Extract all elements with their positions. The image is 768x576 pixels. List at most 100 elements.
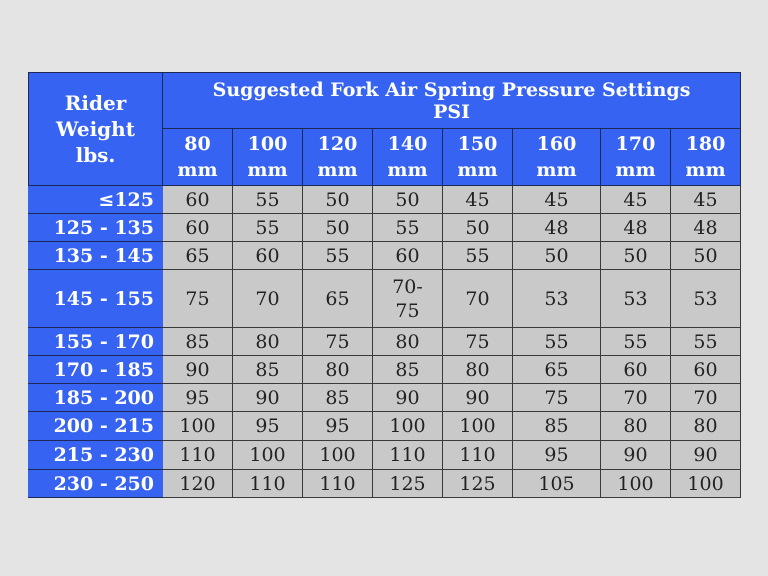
pressure-cell: 60 — [232, 241, 303, 270]
rider-weight-label: 170 - 185 — [28, 355, 163, 384]
pressure-cell: 90 — [232, 383, 303, 412]
pressure-cell: 55 — [232, 185, 303, 214]
pressure-cell: 60 — [162, 213, 233, 242]
rider-weight-label: 230 - 250 — [28, 469, 163, 498]
pressure-cell: 110 — [372, 440, 443, 470]
table-row: 135 - 145 65 60 55 60 55 50 50 50 — [28, 241, 742, 270]
pressure-cell: 80 — [372, 327, 443, 356]
travel-unit: mm — [536, 159, 577, 181]
table-row: 170 - 185 90 85 80 85 80 65 60 60 — [28, 355, 742, 384]
travel-value: 150 — [457, 133, 498, 155]
pressure-cell: 75 — [442, 327, 513, 356]
pressure-cell: 70 — [442, 269, 513, 328]
travel-unit: mm — [685, 159, 726, 181]
rider-header-line: Rider — [64, 91, 127, 115]
title-line-1: Suggested Fork Air Spring Pressure Setti… — [212, 78, 691, 101]
pressure-cell: 100 — [232, 440, 303, 470]
pressure-cell: 95 — [302, 411, 373, 441]
travel-unit: mm — [177, 159, 218, 181]
pressure-cell: 55 — [600, 327, 671, 356]
travel-unit: mm — [457, 159, 498, 181]
pressure-cell: 90 — [162, 355, 233, 384]
table-row: 230 - 250 120 110 110 125 125 105 100 100 — [28, 469, 742, 498]
travel-header-170mm: 170 mm — [600, 128, 671, 186]
pressure-cell: 90 — [669, 440, 742, 470]
pressure-cell: 70 — [232, 269, 303, 328]
pressure-cell: 100 — [302, 440, 373, 470]
pressure-cell: 55 — [232, 213, 303, 242]
pressure-cell: 60 — [600, 355, 671, 384]
travel-unit: mm — [317, 159, 358, 181]
pressure-cell: 95 — [162, 383, 233, 412]
pressure-cell: 85 — [302, 383, 373, 412]
pressure-cell: 50 — [600, 241, 671, 270]
pressure-cell: 100 — [669, 469, 742, 498]
travel-value: 100 — [247, 133, 288, 155]
rider-header-line: Weight — [56, 117, 135, 141]
travel-value: 80 — [184, 133, 211, 155]
pressure-cell: 45 — [442, 185, 513, 214]
rider-weight-label: 215 - 230 — [28, 440, 163, 470]
pressure-cell: 95 — [232, 411, 303, 441]
pressure-cell: 100 — [442, 411, 513, 441]
pressure-cell: 50 — [372, 185, 443, 214]
travel-header-150mm: 150 mm — [442, 128, 513, 186]
table-title: Suggested Fork Air Spring Pressure Setti… — [161, 72, 742, 129]
pressure-cell: 70 — [600, 383, 671, 412]
rider-weight-label: 125 - 135 — [28, 213, 163, 242]
pressure-cell: 60 — [162, 185, 233, 214]
pressure-cell: 50 — [442, 213, 513, 242]
travel-value: 160 — [536, 133, 577, 155]
pressure-cell: 110 — [232, 469, 303, 498]
pressure-cell: 55 — [669, 327, 742, 356]
rider-weight-label: 145 - 155 — [28, 269, 163, 328]
pressure-cell: 50 — [302, 213, 373, 242]
table-row: 145 - 155 75 70 65 70- 75 70 53 53 53 — [28, 269, 742, 328]
pressure-cell: 80 — [600, 411, 671, 441]
pressure-cell: 125 — [442, 469, 513, 498]
rider-weight-label: ≤125 — [28, 185, 163, 214]
travel-header-180mm: 180 mm — [669, 128, 742, 186]
pressure-cell: 120 — [162, 469, 233, 498]
travel-unit: mm — [615, 159, 656, 181]
pressure-cell: 80 — [442, 355, 513, 384]
travel-header-140mm: 140 mm — [372, 128, 443, 186]
pressure-cell: 75 — [512, 383, 601, 412]
pressure-cell: 70 — [669, 383, 742, 412]
table-row: 125 - 135 60 55 50 55 50 48 48 48 — [28, 213, 742, 242]
pressure-cell: 75 — [302, 327, 373, 356]
table-row: ≤125 60 55 50 50 45 45 45 45 — [28, 185, 742, 214]
pressure-cell: 110 — [162, 440, 233, 470]
pressure-cell: 110 — [442, 440, 513, 470]
pressure-cell: 80 — [232, 327, 303, 356]
pressure-cell: 50 — [512, 241, 601, 270]
pressure-cell: 110 — [302, 469, 373, 498]
travel-value: 140 — [387, 133, 428, 155]
rider-weight-label: 155 - 170 — [28, 327, 163, 356]
travel-value: 180 — [685, 133, 726, 155]
rider-weight-label: 135 - 145 — [28, 241, 163, 270]
pressure-cell: 100 — [600, 469, 671, 498]
pressure-cell: 80 — [302, 355, 373, 384]
pressure-cell: 95 — [512, 440, 601, 470]
travel-value: 120 — [317, 133, 358, 155]
pressure-cell: 48 — [600, 213, 671, 242]
pressure-cell: 48 — [512, 213, 601, 242]
pressure-cell: 90 — [442, 383, 513, 412]
rider-header-line: lbs. — [75, 143, 116, 167]
rider-weight-label: 200 - 215 — [28, 411, 163, 441]
travel-header-100mm: 100 mm — [232, 128, 303, 186]
travel-header-120mm: 120 mm — [302, 128, 373, 186]
travel-header-80mm: 80 mm — [162, 128, 233, 186]
pressure-cell: 55 — [442, 241, 513, 270]
rider-weight-header: Rider Weight lbs. — [28, 72, 163, 186]
table-row: 200 - 215 100 95 95 100 100 85 80 80 — [28, 411, 742, 441]
table-row: 215 - 230 110 100 100 110 110 95 90 90 — [28, 440, 742, 470]
pressure-cell: 55 — [512, 327, 601, 356]
pressure-cell: 60 — [669, 355, 742, 384]
rider-weight-label: 185 - 200 — [28, 383, 163, 412]
pressure-cell: 85 — [512, 411, 601, 441]
pressure-cell: 65 — [162, 241, 233, 270]
pressure-cell: 53 — [669, 269, 742, 328]
pressure-cell: 85 — [372, 355, 443, 384]
